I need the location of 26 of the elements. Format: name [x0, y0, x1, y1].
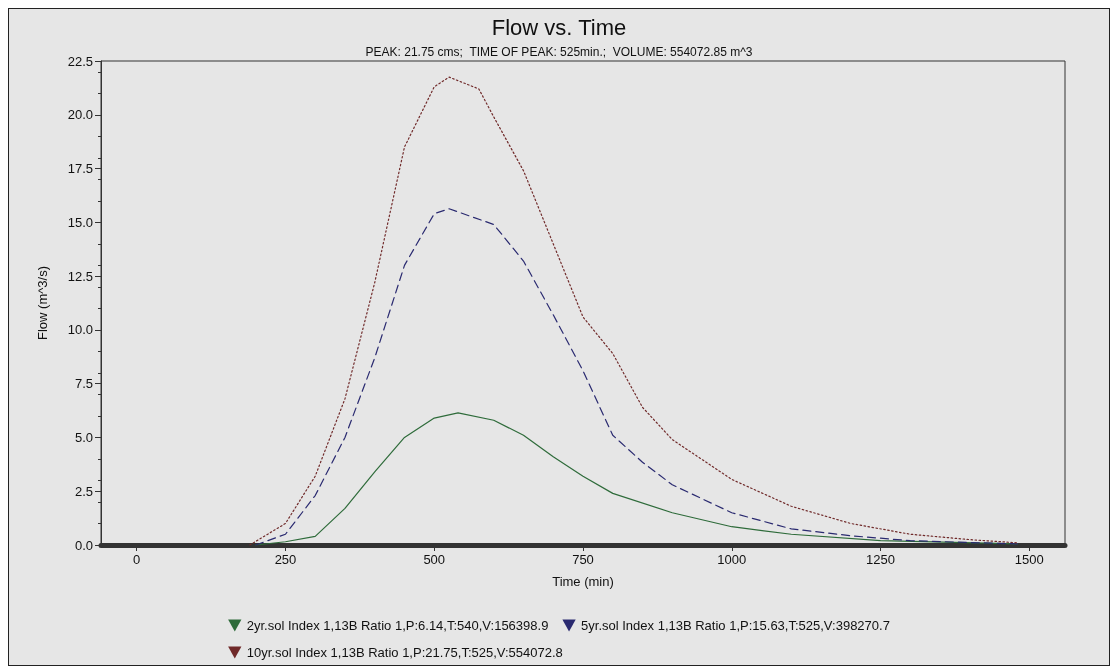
line-series: [255, 208, 1018, 546]
y-tick-label: 2.5: [74, 483, 93, 499]
y-tick-label: 10.0: [67, 322, 93, 338]
x-axis-title: Time (min): [552, 574, 614, 589]
y-tick-label: 5.0: [74, 429, 93, 445]
chart-title: Flow vs. Time: [491, 14, 627, 40]
y-tick-label: 20.0: [67, 107, 93, 123]
y-tick-label: 17.5: [67, 161, 93, 177]
x-tick-label: 250: [274, 552, 297, 567]
y-tick-label: 7.5: [74, 376, 93, 392]
legend-label: 10yr.sol Index 1,13B Ratio 1,P:21.75,T:525,V:554072.8: [246, 645, 563, 660]
x-tick-label: 1000: [717, 552, 747, 567]
x-tick-label: 1500: [1014, 552, 1044, 567]
x-tick-label: 1250: [866, 552, 895, 567]
legend-label: 2yr.sol Index 1,13B Ratio 1,P:6.14,T:540,V:156398.9: [246, 618, 549, 633]
x-tick-label: 0: [133, 552, 141, 567]
y-tick-label: 15.0: [67, 214, 93, 230]
x-tick-label: 500: [423, 552, 446, 567]
legend-label: 5yr.sol Index 1,13B Ratio 1,P:15.63,T:525,V:398270.7: [581, 618, 890, 633]
y-axis-title: Flow (m^3/s): [35, 266, 50, 340]
y-tick-label: 22.5: [67, 53, 93, 69]
chart-subtitle: PEAK: 21.75 cms; TIME OF PEAK: 525min.; VOLUME: 554072.85 m^3: [365, 45, 753, 59]
x-tick-label: 750: [572, 552, 594, 567]
y-tick-label: 0.0: [74, 537, 93, 553]
y-tick-label: 12.5: [67, 268, 93, 284]
line-series: [249, 76, 1018, 546]
